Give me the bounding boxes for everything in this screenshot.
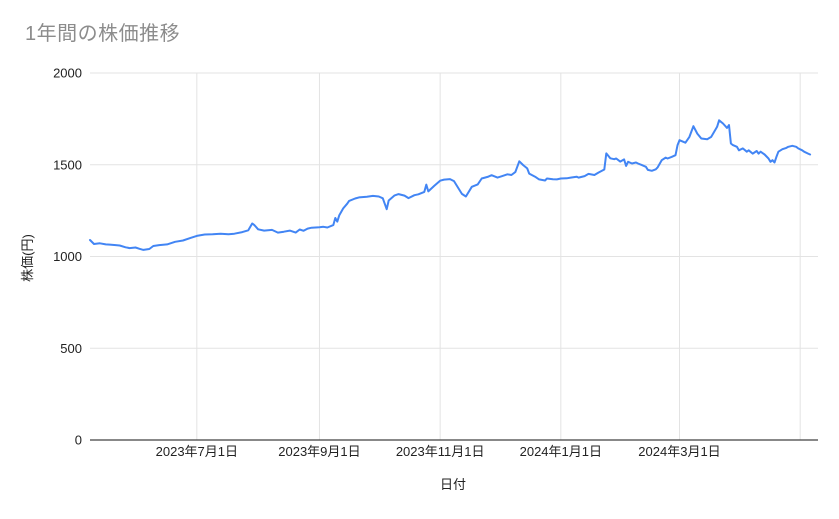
x-tick-label: 2024年3月1日 bbox=[638, 444, 720, 459]
label-layer: 2023年7月1日 2023年9月1日 2023年11月1日 2024年1月1日 202… bbox=[53, 66, 721, 460]
price-line bbox=[89, 119, 812, 251]
x-tick-label: 2023年11月1日 bbox=[396, 444, 485, 459]
grid-layer bbox=[90, 72, 818, 441]
x-tick-label: 2024年1月1日 bbox=[520, 444, 602, 459]
x-tick-label: 2023年7月1日 bbox=[156, 444, 238, 459]
x-tick-label: 2023年9月1日 bbox=[278, 444, 360, 459]
y-axis-title: 株価(円) bbox=[20, 234, 35, 282]
chart-title: 1年間の株価推移 bbox=[25, 23, 181, 45]
y-tick-label: 0 bbox=[75, 433, 82, 448]
y-tick-label: 1500 bbox=[53, 157, 82, 172]
x-axis-title: 日付 bbox=[440, 477, 466, 492]
y-tick-label: 500 bbox=[60, 341, 82, 356]
y-tick-label: 1000 bbox=[53, 249, 82, 264]
y-tick-label: 2000 bbox=[53, 66, 82, 81]
series-layer bbox=[89, 119, 812, 251]
